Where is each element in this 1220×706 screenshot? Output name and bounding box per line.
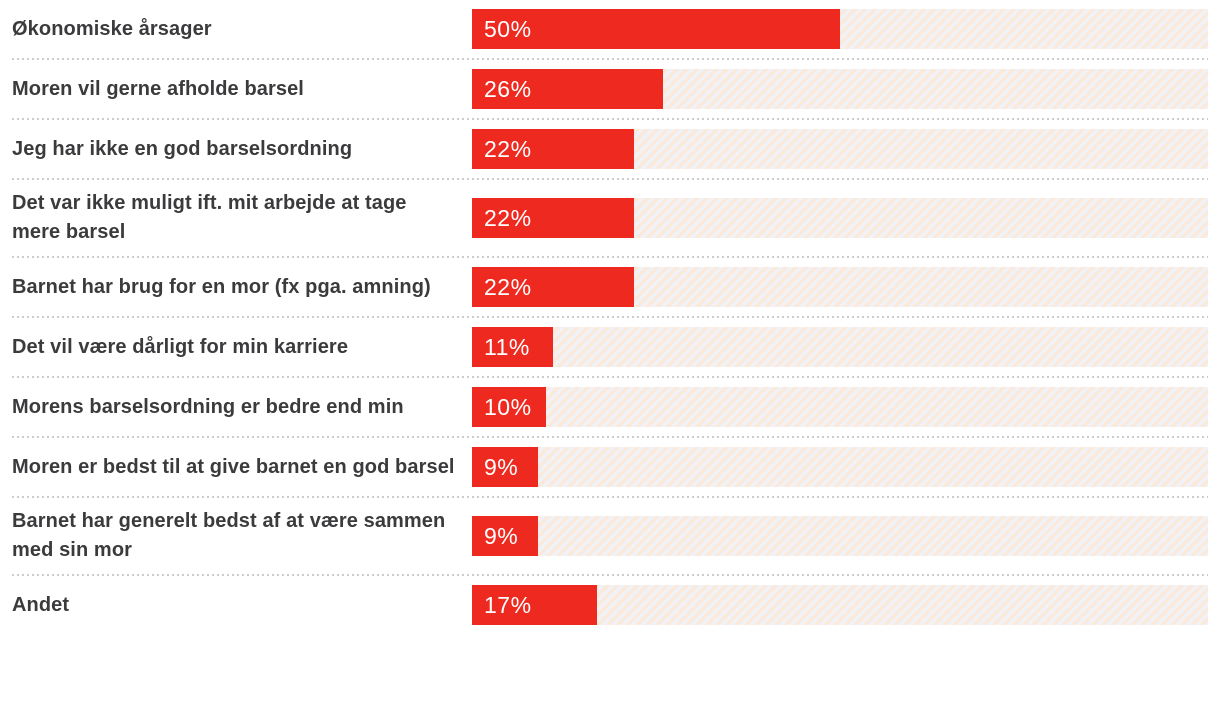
bar-track: 9% — [472, 516, 1208, 556]
bar-value-label: 22% — [484, 273, 532, 300]
bar: 11% — [472, 327, 553, 367]
row-divider — [12, 376, 1208, 378]
bar-track: 11% — [472, 327, 1208, 367]
bar-value-label: 9% — [484, 453, 519, 480]
bar-row: Det vil være dårligt for min karriere 11% — [0, 318, 1220, 376]
bar-value-label: 9% — [484, 522, 519, 549]
bar-track: 50% — [472, 9, 1208, 49]
bar-track: 10% — [472, 387, 1208, 427]
bar-track: 22% — [472, 129, 1208, 169]
bar-value-label: 26% — [484, 75, 532, 102]
bar-row: Moren er bedst til at give barnet en god… — [0, 438, 1220, 496]
row-divider — [12, 118, 1208, 120]
category-label: Økonomiske årsager — [12, 17, 212, 40]
category-label: Det vil være dårligt for min karriere — [12, 335, 349, 358]
bar-track: 26% — [472, 69, 1208, 109]
row-divider — [12, 316, 1208, 318]
bar: 22% — [472, 198, 634, 238]
bar-track: 22% — [472, 267, 1208, 307]
bar: 50% — [472, 9, 840, 49]
bar-row: Moren vil gerne afholde barsel 26% — [0, 60, 1220, 118]
bar-row: Barnet har brug for en mor (fx pga. amni… — [0, 258, 1220, 316]
category-label: Morens barselsordning er bedre end min — [12, 395, 404, 418]
category-label: Barnet har brug for en mor (fx pga. amni… — [12, 275, 431, 298]
bar-value-label: 10% — [484, 393, 532, 420]
row-divider — [12, 496, 1208, 498]
bar-row: Det var ikke muligt ift. mit arbejde at … — [0, 180, 1220, 256]
bar-value-label: 22% — [484, 135, 532, 162]
bar: 9% — [472, 447, 539, 487]
bar-value-label: 17% — [484, 591, 532, 618]
bar: 10% — [472, 387, 546, 427]
row-divider — [12, 574, 1208, 576]
bar: 9% — [472, 516, 539, 556]
category-label: Barnet har generelt bedst af at være sam… — [12, 510, 446, 561]
bar-track: 9% — [472, 447, 1208, 487]
category-label: Moren vil gerne afholde barsel — [12, 77, 304, 100]
category-label: Moren er bedst til at give barnet en god… — [12, 455, 455, 478]
row-divider — [12, 436, 1208, 438]
bar: 22% — [472, 267, 634, 307]
bar-track: 17% — [472, 585, 1208, 625]
bar: 22% — [472, 129, 634, 169]
bar-value-label: 11% — [484, 333, 530, 360]
category-label: Andet — [12, 593, 70, 616]
bar-row: Økonomiske årsager 50% — [0, 0, 1220, 58]
bar-value-label: 22% — [484, 204, 532, 231]
bar-row: Jeg har ikke en god barselsordning 22% — [0, 120, 1220, 178]
bar-row: Andet 17% — [0, 576, 1220, 634]
row-divider — [12, 256, 1208, 258]
row-divider — [12, 178, 1208, 180]
bar: 26% — [472, 69, 664, 109]
category-label: Det var ikke muligt ift. mit arbejde at … — [12, 192, 407, 243]
category-label: Jeg har ikke en god barselsordning — [12, 137, 353, 160]
bar: 17% — [472, 585, 598, 625]
row-divider — [12, 58, 1208, 60]
bar-value-label: 50% — [484, 15, 532, 42]
bar-track: 22% — [472, 198, 1208, 238]
bar-row: Barnet har generelt bedst af at være sam… — [0, 498, 1220, 574]
bar-row: Morens barselsordning er bedre end min 10… — [0, 378, 1220, 436]
